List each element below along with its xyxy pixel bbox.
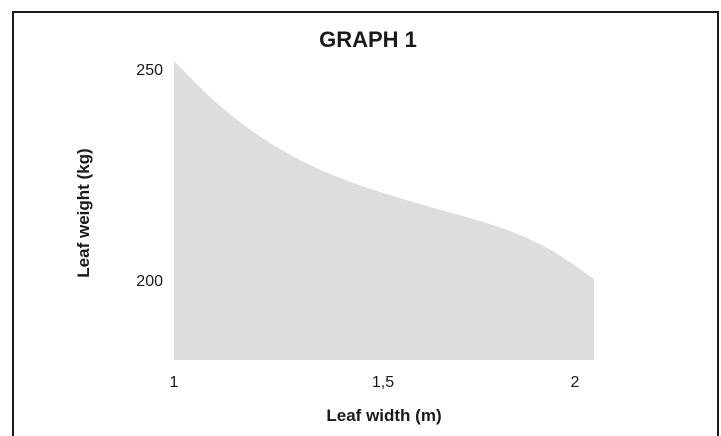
x-tick-label-2: 2 xyxy=(571,374,580,391)
area-layer xyxy=(174,61,594,360)
chart-frame xyxy=(12,11,719,436)
y-tick-label-200: 200 xyxy=(136,273,163,290)
y-tick-label-250: 250 xyxy=(136,62,163,79)
x-tick-label-1: 1 xyxy=(170,374,179,391)
x-tick-label-1-5: 1,5 xyxy=(372,374,394,391)
weight-area-fill xyxy=(174,61,594,360)
y-axis-label: Leaf weight (kg) xyxy=(74,148,93,277)
x-axis-label: Leaf width (m) xyxy=(326,406,441,425)
chart-title: GRAPH 1 xyxy=(319,27,417,52)
